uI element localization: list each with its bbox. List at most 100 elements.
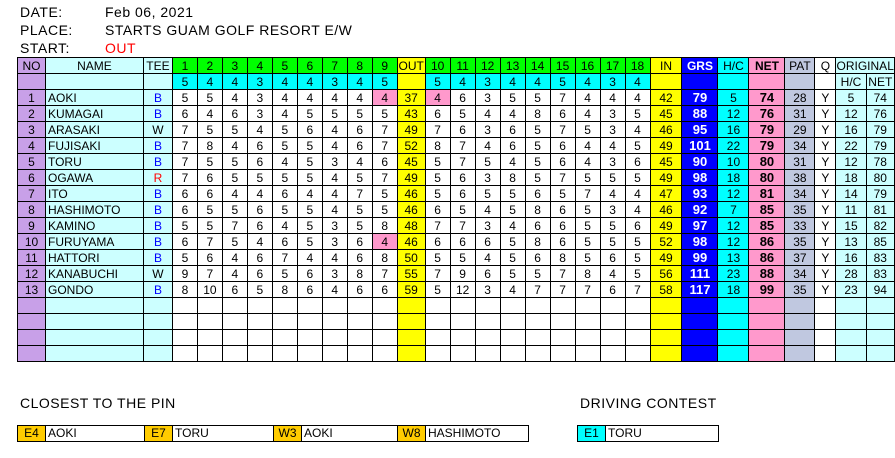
score-cell: 5	[499, 233, 526, 250]
empty-row[interactable]	[17, 297, 895, 314]
score-cell	[346, 297, 373, 314]
subtotal-cell	[396, 345, 426, 362]
par-cell: 3	[246, 73, 273, 90]
score-cell: 3	[246, 105, 273, 122]
score-cell: 5	[296, 201, 323, 218]
table-row[interactable]: 10 FURUYAMA B 6 7 5 4 6 5 3 6 4 46 6 6 6 5 8 6 5 5 5 52 98 12 86 3…	[17, 233, 895, 250]
row-no: 4	[17, 137, 46, 154]
handicap: 12	[717, 105, 750, 122]
start-label: START:	[20, 40, 70, 56]
table-row[interactable]: 8 HASHIMOTO B 6 5 5 6 5 5 4 5 5 46 6 5 4 5 8 6 5 3 4 46 92 7 85 35…	[17, 201, 895, 218]
par-cell: 4	[524, 73, 551, 90]
qualified: Y	[814, 185, 837, 202]
net-score: 79	[748, 137, 786, 154]
score-cell	[196, 313, 223, 330]
driving-title: DRIVING CONTEST	[580, 395, 717, 411]
net-score: 74	[748, 89, 786, 106]
table-row[interactable]: 7 ITO B 6 6 4 4 6 4 4 7 5 46 5 6 5 5 6 5 7 4 4 47 93 12 81 34 Y 14 79	[17, 185, 895, 202]
score-cell: 6	[524, 249, 551, 266]
subtotal-cell: 49	[649, 169, 683, 186]
table-row[interactable]: 4 FUJISAKI B 7 8 4 6 5 5 4 6 7 52 8 7 4 6 5 6 4 4 5 49 101 22 79 3…	[17, 137, 895, 154]
table-row[interactable]: 3 ARASAKI W 7 5 5 4 5 6 4 6 7 49 7 6 3 6 5 7 5 3 4 46 95 16 79 29 Y…	[17, 121, 895, 138]
score-cell: 3	[321, 217, 348, 234]
score-cell: 4	[321, 249, 348, 266]
table-row[interactable]: 12 KANABUCHI W 9 7 4 6 5 6 3 8 7 55 7 9 6 5 5 7 8 4 5 56 111 23 8…	[17, 265, 895, 282]
score-cell: 5	[499, 265, 526, 282]
score-cell: 5	[624, 137, 651, 154]
table-row[interactable]: 9 KAMINO B 5 5 7 6 4 5 3 5 8 48 7 7 3 4 6 6 5 5 6 49 97 12 85 33 Y 1…	[17, 217, 895, 234]
score-cell: 7	[371, 169, 398, 186]
original-net: 79	[865, 137, 895, 154]
tee-marker: B	[142, 217, 173, 234]
score-cell	[549, 297, 576, 314]
par-cell: 3	[599, 73, 626, 90]
score-cell	[271, 345, 298, 362]
score-cell	[271, 297, 298, 314]
qualified: Y	[814, 137, 837, 154]
driving-contest-entry: E1 TORU	[577, 425, 719, 442]
score-cell: 6	[271, 233, 298, 250]
score-cell: 5	[196, 153, 223, 170]
original-hc: 18	[835, 169, 867, 186]
table-row[interactable]: 1 AOKI B 5 5 4 3 4 4 4 4 4 37 4 6 3 5 5 7 4 4 4 42 79 5 74 28 Y 5 74	[17, 89, 895, 106]
tee-marker: B	[142, 153, 173, 170]
score-cell	[474, 329, 501, 346]
score-cell: 3	[599, 153, 626, 170]
score-cell	[246, 329, 273, 346]
score-cell: 5	[499, 89, 526, 106]
subtotal-cell: 56	[649, 265, 683, 282]
score-cell: 3	[599, 105, 626, 122]
original-net: 85	[865, 233, 895, 250]
score-cell: 6	[246, 217, 273, 234]
table-row[interactable]: 13 GONDO B 8 10 6 5 8 6 4 6 6 59 5 12 3 4 7 7 7 6 7 58 117 18 99 3…	[17, 281, 895, 298]
empty-row[interactable]	[17, 345, 895, 362]
qualified: Y	[814, 281, 837, 298]
score-cell: 4	[246, 121, 273, 138]
subtotal-cell: 45	[649, 153, 683, 170]
score-cell	[599, 297, 626, 314]
par-cell: 4	[624, 73, 651, 90]
score-cell: 4	[371, 233, 398, 250]
score-cell: 4	[624, 185, 651, 202]
score-cell: 4	[346, 153, 373, 170]
score-cell: 7	[171, 137, 198, 154]
table-row[interactable]: 11 HATTORI B 5 6 4 6 7 4 4 6 8 50 5 5 4 5 6 8 5 6 5 49 99 13 86 37…	[17, 249, 895, 266]
net-score: 99	[748, 281, 786, 298]
score-cell	[171, 313, 198, 330]
handicap: 5	[717, 89, 750, 106]
original-net: 79	[865, 121, 895, 138]
empty-row[interactable]	[17, 313, 895, 330]
score-cell: 4	[474, 137, 501, 154]
table-row[interactable]: 5 TORU B 7 5 5 6 4 5 3 4 6 45 5 7 5 4 5 6 4 3 6 45 90 10 80 31 Y 12 7…	[17, 153, 895, 170]
score-cell: 3	[474, 169, 501, 186]
score-cell	[371, 345, 398, 362]
par-tee	[142, 73, 173, 90]
table-row[interactable]: 6 OGAWA R 7 6 5 5 5 5 4 5 7 49 5 6 3 8 5 7 5 5 5 49 98 18 80 38 Y 18…	[17, 169, 895, 186]
table-row[interactable]: 2 KUMAGAI B 6 4 6 3 4 5 5 5 5 43 6 5 4 4 8 6 4 3 5 45 88 12 76 31 Y…	[17, 105, 895, 122]
original-hc	[835, 329, 867, 346]
score-cell	[524, 345, 551, 362]
net-score: 86	[748, 249, 786, 266]
col-hole: 16	[574, 57, 601, 74]
handicap: 12	[717, 233, 750, 250]
player-name	[44, 313, 144, 330]
score-cell: 4	[271, 89, 298, 106]
date-value: Feb 06, 2021	[105, 4, 194, 20]
score-cell	[474, 345, 501, 362]
empty-row[interactable]	[17, 329, 895, 346]
score-cell: 4	[221, 89, 248, 106]
score-cell: 6	[599, 281, 626, 298]
col-hc: H/C	[717, 57, 750, 74]
score-cell: 6	[196, 169, 223, 186]
score-cell: 3	[599, 201, 626, 218]
putts: 35	[784, 201, 816, 218]
qualified: Y	[814, 201, 837, 218]
col-hole: 2	[196, 57, 223, 74]
score-cell: 4	[221, 265, 248, 282]
score-cell: 5	[599, 233, 626, 250]
score-cell: 4	[624, 89, 651, 106]
qualified	[814, 297, 837, 314]
score-cell	[296, 313, 323, 330]
hole-tag: E4	[18, 426, 46, 441]
score-cell	[599, 345, 626, 362]
